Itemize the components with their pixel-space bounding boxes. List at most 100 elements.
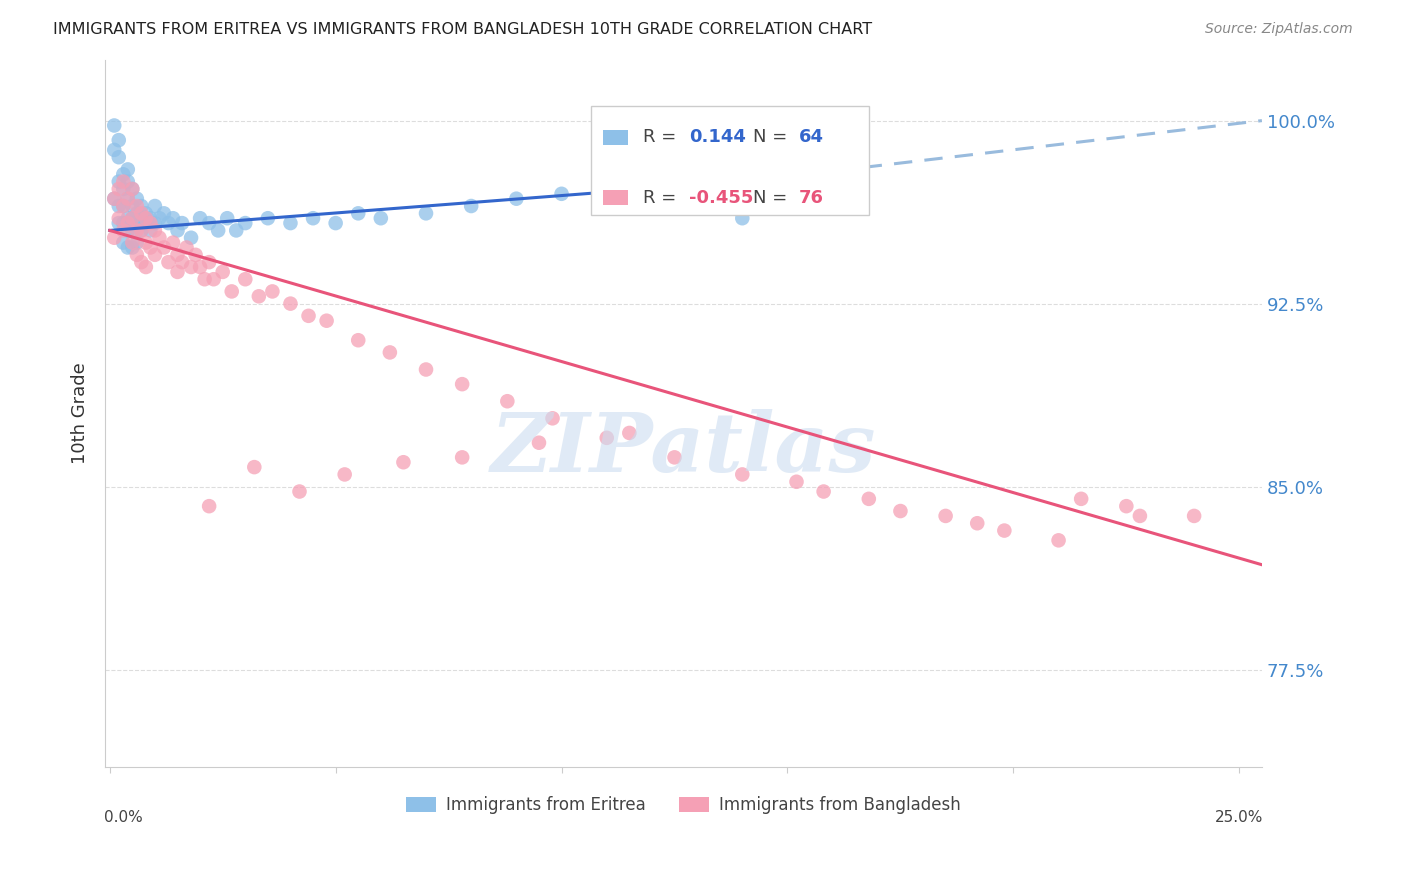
Point — [112, 199, 135, 213]
Point — [103, 192, 125, 206]
Point — [1115, 499, 1137, 513]
Text: -0.455: -0.455 — [689, 188, 754, 207]
Point — [858, 491, 880, 506]
Point — [370, 211, 392, 226]
Point — [889, 504, 911, 518]
Point — [813, 484, 835, 499]
Point — [143, 248, 166, 262]
Point — [993, 524, 1015, 538]
Point — [107, 150, 129, 164]
Point — [125, 192, 148, 206]
Text: 64: 64 — [799, 128, 824, 146]
Point — [157, 216, 180, 230]
Point — [180, 260, 202, 274]
Point — [288, 484, 311, 499]
Point — [135, 211, 157, 226]
Point — [103, 192, 125, 206]
Point — [107, 175, 129, 189]
Point — [211, 265, 233, 279]
Point — [148, 231, 170, 245]
Point — [131, 199, 153, 213]
Text: IMMIGRANTS FROM ERITREA VS IMMIGRANTS FROM BANGLADESH 10TH GRADE CORRELATION CHA: IMMIGRANTS FROM ERITREA VS IMMIGRANTS FR… — [53, 22, 873, 37]
Point — [257, 211, 280, 226]
Point — [148, 211, 170, 226]
Point — [162, 211, 184, 226]
Point — [731, 467, 754, 482]
Point — [233, 272, 256, 286]
Point — [112, 235, 135, 250]
FancyBboxPatch shape — [591, 105, 869, 215]
Point — [170, 216, 193, 230]
Text: ZIPatlas: ZIPatlas — [491, 409, 876, 489]
Point — [731, 211, 754, 226]
Point — [107, 211, 129, 226]
Point — [166, 248, 188, 262]
Point — [225, 223, 247, 237]
Point — [347, 206, 370, 220]
Point — [121, 235, 143, 250]
Point — [143, 223, 166, 237]
Point — [117, 175, 139, 189]
Point — [935, 508, 957, 523]
Point — [166, 223, 188, 237]
Point — [1182, 508, 1205, 523]
Point — [107, 133, 129, 147]
Text: 76: 76 — [799, 188, 824, 207]
Point — [550, 186, 572, 201]
Point — [460, 199, 482, 213]
Point — [117, 162, 139, 177]
Point — [596, 431, 619, 445]
Point — [112, 223, 135, 237]
Point — [125, 235, 148, 250]
Point — [112, 175, 135, 189]
Point — [188, 260, 211, 274]
Point — [641, 192, 664, 206]
Point — [139, 211, 162, 226]
Point — [139, 223, 162, 237]
Point — [131, 223, 153, 237]
Point — [619, 425, 641, 440]
Point — [786, 475, 808, 489]
Point — [188, 211, 211, 226]
Text: Source: ZipAtlas.com: Source: ZipAtlas.com — [1205, 22, 1353, 37]
Text: N =: N = — [754, 188, 793, 207]
Point — [121, 223, 143, 237]
Point — [194, 272, 217, 286]
Point — [135, 235, 157, 250]
Point — [157, 255, 180, 269]
Point — [121, 211, 143, 226]
Point — [378, 345, 401, 359]
Point — [243, 460, 266, 475]
Point — [103, 119, 125, 133]
Point — [131, 211, 153, 226]
Point — [117, 192, 139, 206]
Point — [112, 199, 135, 213]
Point — [347, 333, 370, 347]
Point — [131, 206, 153, 220]
Legend: Immigrants from Eritrea, Immigrants from Bangladesh: Immigrants from Eritrea, Immigrants from… — [398, 788, 969, 822]
Point — [202, 272, 225, 286]
Point — [262, 285, 284, 299]
Point — [112, 167, 135, 181]
Point — [280, 296, 302, 310]
Point — [121, 199, 143, 213]
Point — [125, 206, 148, 220]
Point — [392, 455, 415, 469]
Point — [107, 182, 129, 196]
Point — [198, 255, 221, 269]
Point — [217, 211, 239, 226]
Point — [315, 314, 337, 328]
Point — [176, 240, 198, 254]
Point — [162, 235, 184, 250]
Y-axis label: 10th Grade: 10th Grade — [72, 362, 89, 465]
Point — [153, 206, 176, 220]
Point — [117, 192, 139, 206]
Point — [121, 182, 143, 196]
Point — [221, 285, 243, 299]
Point — [415, 362, 437, 376]
Point — [125, 223, 148, 237]
Point — [297, 309, 319, 323]
Point — [496, 394, 519, 409]
Point — [139, 216, 162, 230]
Text: 0.0%: 0.0% — [104, 810, 143, 825]
